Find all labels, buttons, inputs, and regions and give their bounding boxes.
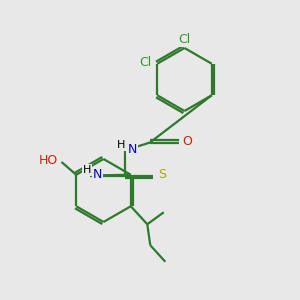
Text: O: O bbox=[182, 135, 192, 148]
Text: H: H bbox=[117, 140, 126, 150]
Text: H: H bbox=[83, 165, 91, 175]
Text: HO: HO bbox=[38, 154, 58, 167]
Text: N: N bbox=[93, 167, 102, 181]
Text: N: N bbox=[127, 142, 137, 156]
Text: S: S bbox=[158, 168, 166, 181]
Text: Cl: Cl bbox=[178, 33, 190, 46]
Text: Cl: Cl bbox=[140, 56, 152, 69]
